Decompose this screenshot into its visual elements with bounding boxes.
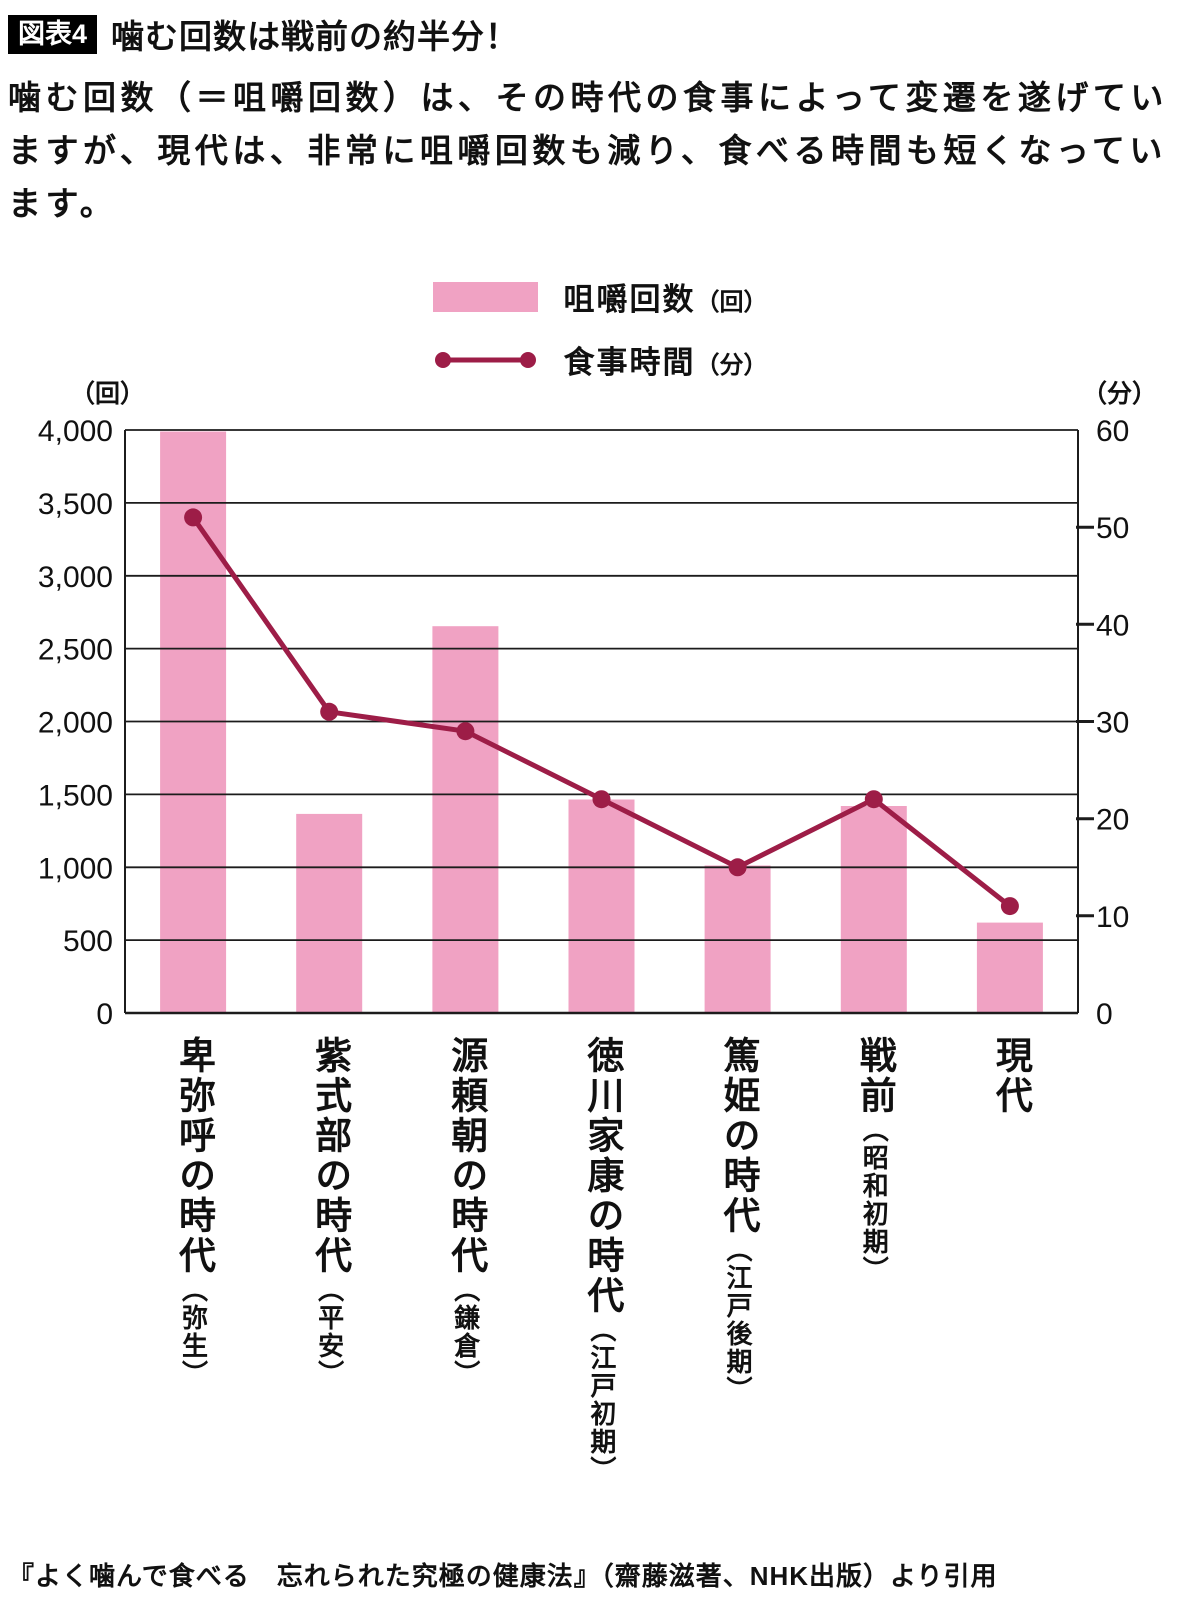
- legend-chew-count-label: 咀嚼回数: [563, 282, 696, 317]
- category-name: 紫式部の時代: [309, 1036, 351, 1276]
- category-slot: 徳川家康の時代（江戸初期）: [533, 1036, 669, 1484]
- legend-meal-time-unit: （分）: [695, 352, 768, 379]
- category-name: 卑弥呼の時代: [173, 1036, 215, 1276]
- meal-time-point: [864, 790, 883, 809]
- legend-items: 咀嚼回数（回） 食事時間（分）: [432, 274, 768, 382]
- meal-time-point: [1000, 897, 1019, 916]
- right-axis-tick-label: 20: [1096, 804, 1129, 837]
- meal-time-point: [320, 702, 339, 721]
- meal-time-point: [456, 722, 475, 741]
- category-name: 現代: [990, 1036, 1032, 1116]
- line-marker-icon: [433, 345, 538, 375]
- category-era: （江戸後期）: [723, 1236, 754, 1404]
- category-slot: 源頼朝の時代（鎌倉）: [397, 1036, 533, 1484]
- right-axis-tick-label: 30: [1096, 707, 1129, 740]
- legend-meal-time-label: 食事時間: [563, 345, 696, 380]
- right-axis-tick-label: 10: [1096, 901, 1129, 934]
- source-citation: 『よく噛んで食べる 忘れられた究極の健康法』（齋藤滋著、NHK出版）より引用: [8, 1561, 998, 1591]
- category-label: 戦前（昭和初期）: [854, 1036, 896, 1484]
- left-axis-tick-label: 2,500: [38, 634, 113, 667]
- left-axis-tick-label: 3,000: [38, 561, 113, 594]
- category-name: 戦前: [854, 1036, 896, 1116]
- left-axis-tick-label: 500: [63, 925, 113, 958]
- category-era: （鎌倉）: [450, 1276, 481, 1388]
- category-label: 卑弥呼の時代（弥生）: [173, 1036, 215, 1484]
- bar-swatch-icon: [432, 281, 538, 312]
- category-axis: 卑弥呼の時代（弥生） 紫式部の時代（平安） 源頼朝の時代（鎌倉） 徳川家康の時代（江戸…: [125, 1036, 1078, 1484]
- category-label: 現代: [990, 1036, 1032, 1484]
- right-axis-tick-label: 0: [1096, 998, 1113, 1031]
- left-axis-tick-label: 3,500: [38, 488, 113, 521]
- meal-time-point: [184, 508, 203, 527]
- category-slot: 紫式部の時代（平安）: [261, 1036, 397, 1484]
- category-slot: 篤姫の時代（江戸後期）: [670, 1036, 806, 1484]
- category-name: 源頼朝の時代: [445, 1036, 487, 1276]
- category-name: 篤姫の時代: [718, 1036, 760, 1236]
- category-name: 徳川家康の時代: [581, 1036, 623, 1316]
- legend-meal-time-text: 食事時間（分）: [564, 337, 768, 382]
- category-era: （江戸初期）: [586, 1316, 617, 1484]
- chart-area: （回） （分） 4,000 3,500 3,000 2,500 2,000 1,500 1,…: [0, 372, 1200, 1032]
- left-axis-tick-label: 2,000: [38, 707, 113, 740]
- category-label: 徳川家康の時代（江戸初期）: [581, 1036, 623, 1484]
- category-era: （昭和初期）: [859, 1116, 890, 1284]
- chart-legend: 咀嚼回数（回） 食事時間（分）: [0, 274, 1200, 382]
- category-slot: 戦前（昭和初期）: [806, 1036, 942, 1484]
- left-axis-tick-label: 0: [96, 998, 113, 1031]
- figure-header: 図表4 噛む回数は戦前の約半分！: [8, 10, 519, 58]
- figure-description: 噛む回数（＝咀嚼回数）は、その時代の食事によって変遷を遂げていますが、現代は、非…: [8, 79, 1168, 222]
- legend-item-meal-time: 食事時間（分）: [433, 337, 768, 382]
- right-axis-tick-label: 50: [1096, 512, 1129, 545]
- category-label: 源頼朝の時代（鎌倉）: [445, 1036, 487, 1484]
- legend-item-chew-count: 咀嚼回数（回）: [432, 274, 768, 319]
- chew-count-bar: [296, 813, 363, 1013]
- figure-title: 噛む回数は戦前の約半分！: [111, 18, 520, 55]
- left-axis-unit: （回）: [70, 380, 146, 408]
- category-slot: 卑弥呼の時代（弥生）: [125, 1036, 261, 1484]
- meal-time-point: [592, 790, 611, 809]
- figure-number-badge: 図表4: [8, 14, 98, 54]
- left-axis-tick-label: 4,000: [38, 415, 113, 448]
- chew-count-bar: [840, 806, 907, 1013]
- legend-chew-count-text: 咀嚼回数（回）: [564, 274, 768, 319]
- chew-count-bar: [568, 799, 635, 1013]
- category-label: 紫式部の時代（平安）: [309, 1036, 351, 1484]
- right-axis-tick-label: 60: [1096, 415, 1129, 448]
- left-axis-tick-label: 1,500: [38, 779, 113, 812]
- legend-chew-count-unit: （回）: [695, 289, 768, 316]
- left-axis-tick-label: 1,000: [38, 852, 113, 885]
- chew-count-bar: [432, 626, 499, 1013]
- chart-plot: 4,0003,5003,0002,5002,0001,5001,00050006…: [38, 415, 1129, 1031]
- category-label: 篤姫の時代（江戸後期）: [718, 1036, 760, 1484]
- chew-count-bar: [976, 922, 1043, 1013]
- category-era: （平安）: [314, 1276, 345, 1388]
- meal-time-point: [728, 858, 747, 877]
- category-era: （弥生）: [178, 1276, 209, 1388]
- category-slot: 現代: [942, 1036, 1078, 1484]
- right-axis-tick-label: 40: [1096, 609, 1129, 642]
- right-axis-unit: （分）: [1082, 380, 1158, 408]
